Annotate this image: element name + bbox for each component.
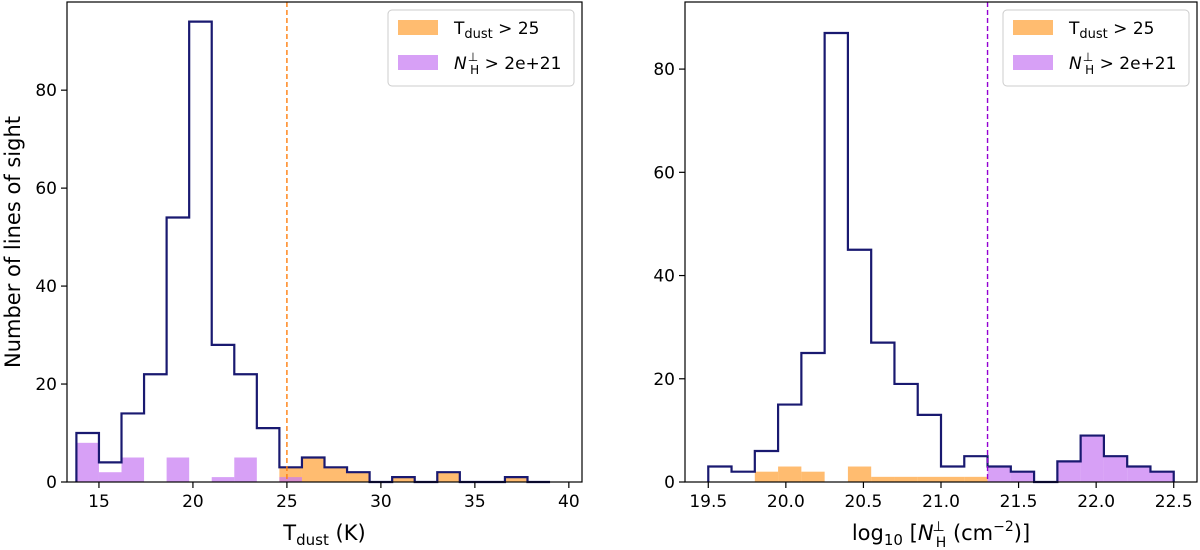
dense-bar — [1103, 456, 1128, 482]
dense-bar — [1150, 471, 1174, 482]
hot-bar — [754, 471, 779, 482]
x-tick-label: 35 — [464, 492, 486, 512]
legend-hot-base: T — [453, 19, 465, 39]
y-tick-label: 60 — [35, 179, 57, 199]
x-tick-label: 22.0 — [1077, 492, 1115, 512]
hot-bar — [437, 472, 460, 482]
xlabel-base: log — [852, 521, 884, 545]
x-tick-label: 20.0 — [767, 492, 805, 512]
x-tick-label: 22.5 — [1155, 492, 1193, 512]
legend-hot-base: T — [1068, 19, 1080, 39]
legend-hot-sub: dust — [1079, 27, 1107, 42]
y-tick-label: 60 — [653, 163, 675, 183]
dense-bar — [279, 477, 302, 482]
xlabel-base: T — [282, 521, 296, 545]
xlabel-ital: N — [918, 521, 934, 545]
x-tick-label: 19.5 — [689, 492, 727, 512]
hot-bar — [778, 466, 802, 482]
dense-bar — [1127, 466, 1151, 482]
legend-label-dense: N⊥ H > 2e+21 — [454, 50, 561, 77]
hot-bar — [347, 472, 370, 482]
hot-bar — [894, 476, 918, 482]
xlabel-usup: −2 — [993, 519, 1014, 535]
legend-dense-base: N — [1069, 54, 1082, 74]
legend-hot-rest: > 25 — [493, 19, 540, 39]
hot-bar — [392, 477, 415, 482]
all-step-histogram — [75, 20, 551, 484]
x-tick-label: 20 — [182, 492, 204, 512]
legend-dense-sup: ⊥ — [468, 50, 478, 64]
y-tick-label: 0 — [664, 473, 675, 493]
dense-bar — [1057, 461, 1081, 482]
x-tick-label: 30 — [370, 492, 392, 512]
legend-label-dense: N⊥ H > 2e+21 — [1069, 50, 1176, 77]
dense-bar — [211, 477, 235, 482]
hot-bar — [871, 476, 895, 482]
legend-dense-base: N — [454, 54, 467, 74]
x-tick-label: 20.5 — [844, 492, 882, 512]
legend-swatch-hot — [1013, 20, 1053, 35]
legend-swatch-dense — [398, 55, 438, 70]
hot-bar — [324, 467, 348, 482]
dense-bar — [76, 442, 99, 482]
hot-bar — [964, 476, 988, 482]
xlabel-mid: [ — [903, 521, 918, 545]
xlabel-sub: 10 — [884, 531, 903, 549]
dense-bar — [1010, 471, 1035, 482]
x-tick-label: 40 — [558, 492, 580, 512]
x-tick-label: 25 — [276, 492, 298, 512]
legend-dense-rest: > 2e+21 — [1094, 54, 1176, 74]
y-tick-label: 20 — [653, 370, 675, 390]
legend: Tdust > 25 N⊥ H > 2e+21 — [1002, 9, 1190, 87]
dense-bar — [166, 457, 190, 482]
x-tick-label: 21.0 — [922, 492, 960, 512]
hot-bar — [847, 466, 872, 482]
legend-hot-rest: > 25 — [1108, 19, 1155, 39]
legend-dense-sub: H — [470, 63, 479, 77]
legend-swatch-hot — [398, 20, 438, 35]
xlabel-tail: (K) — [329, 521, 366, 545]
xlabel-isub: H — [936, 535, 947, 550]
y-tick-label: 80 — [653, 60, 675, 80]
dense-bar — [1080, 435, 1104, 482]
hot-bar — [801, 471, 825, 482]
legend-dense-sub: H — [1085, 63, 1094, 77]
dense-bar — [121, 457, 145, 482]
y-tick-label: 40 — [35, 277, 57, 297]
legend-dense-rest: > 2e+21 — [479, 54, 561, 74]
xlabel-unit: (cm — [946, 521, 993, 545]
y-axis-label: Number of lines of sight — [1, 116, 25, 368]
y-tick-label: 0 — [46, 473, 57, 493]
dense-bar — [234, 457, 257, 482]
dense-bar — [987, 466, 1011, 482]
legend-swatch-dense — [1013, 55, 1053, 70]
right-panel: 19.5 20.0 20.5 21.0 21.5 22.0 22.5 0 20 40 60 80 log… — [653, 1, 1198, 550]
axes-frame — [66, 1, 583, 483]
x-axis-label: log10 [N⊥ H (cm−2)] — [852, 519, 1030, 550]
xlabel-sub: dust — [296, 531, 329, 549]
legend: Tdust > 25 N⊥ H > 2e+21 — [387, 9, 575, 87]
hot-bar — [917, 476, 941, 482]
dense-bar — [98, 472, 122, 482]
hot-bar — [504, 477, 528, 482]
x-tick-label: 15 — [88, 492, 110, 512]
legend-dense-sup: ⊥ — [1083, 50, 1093, 64]
y-tick-label: 40 — [653, 267, 675, 287]
x-axis-label: Tdust (K) — [282, 521, 365, 549]
y-tick-label: 20 — [35, 375, 57, 395]
xlabel-isup: ⊥ — [933, 519, 945, 535]
hot-bar — [301, 457, 325, 482]
legend-hot-sub: dust — [464, 27, 492, 42]
xlabel-tail: )] — [1014, 521, 1030, 545]
legend-label-hot: Tdust > 25 — [1068, 19, 1154, 42]
x-tick-label: 21.5 — [1000, 492, 1038, 512]
all-step-histogram — [707, 31, 1175, 484]
left-panel: 15 20 25 30 35 40 0 20 40 60 80 Tdust (K) Number of … — [1, 1, 583, 549]
hot-bar — [941, 476, 965, 482]
y-tick-label: 80 — [35, 81, 57, 101]
legend-label-hot: Tdust > 25 — [453, 19, 539, 42]
